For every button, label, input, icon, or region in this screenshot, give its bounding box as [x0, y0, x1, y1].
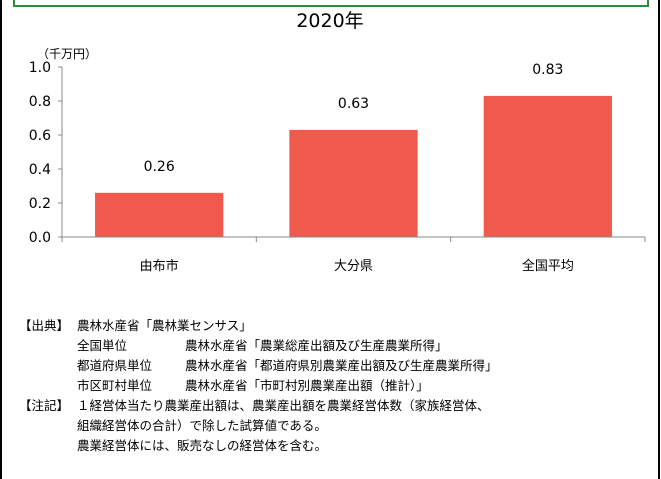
x-axis: 由布市 大分県 全国平均: [61, 236, 646, 274]
source-item: 全国単位 農林水産省「農業総産出額及び生産農業所得」: [19, 336, 639, 356]
frame-left-border: [0, 0, 2, 479]
frame-right-border: [658, 0, 660, 479]
y-tick-label: 0.6: [29, 128, 51, 144]
y-tick-label: 0.8: [29, 94, 51, 110]
source-item-label: 市区町村単位: [77, 378, 153, 393]
remark-row: 組織経営体の合計）で除した試算値である。: [19, 416, 639, 436]
bar: [483, 95, 612, 238]
remark-line: １経営体当たり農業産出額は、農業産出額を農業経営体数（家族経営体、: [77, 398, 490, 413]
remark-row: 農業経営体には、販売なしの経営体を含む。: [19, 436, 639, 456]
source-item-label: 全国単位: [77, 338, 128, 353]
bar-chart: 2020年 （千万円） 0.00.20.40.60.81.0 0.260.630…: [29, 10, 646, 274]
x-category-label: 大分県: [334, 259, 373, 274]
y-tick-label: 0.0: [29, 230, 51, 246]
source-tag: 【出典】: [19, 318, 70, 333]
x-category-label: 由布市: [140, 258, 179, 274]
remark-tag: 【注記】: [19, 398, 70, 413]
y-axis: 0.0 0.2 0.4 0.6 0.8 1.0: [29, 60, 63, 246]
source-main: 農林水産省「農林業センサス」: [77, 318, 252, 333]
source-row: 【出典】 農林水産省「農林業センサス」: [19, 316, 639, 336]
bar-data-label: 0.26: [144, 159, 175, 175]
x-category-label: 全国平均: [522, 258, 574, 274]
notes-section: 【出典】 農林水産省「農林業センサス」 全国単位 農林水産省「農業総産出額及び生産農…: [19, 316, 639, 456]
source-item-text: 農林水産省「市町村別農業産出額（推計）」: [185, 378, 429, 393]
remark-line: 農業経営体には、販売なしの経営体を含む。: [77, 438, 328, 453]
bar: [95, 192, 224, 237]
bar: [289, 129, 418, 237]
y-tick-label: 1.0: [29, 60, 51, 76]
remark-line: 組織経営体の合計）で除した試算値である。: [77, 418, 327, 433]
source-item-text: 農林水産省「都道府県別農業産出額及び生産農業所得」: [185, 358, 498, 373]
source-item-text: 農林水産省「農業総産出額及び生産農業所得」: [185, 338, 448, 353]
header-box: [13, 0, 649, 7]
source-item: 都道府県単位 農林水産省「都道府県別農業産出額及び生産農業所得」: [19, 356, 639, 376]
bar-data-label: 0.63: [338, 96, 369, 112]
source-item-label: 都道府県単位: [77, 358, 153, 373]
remark-row: 【注記】 １経営体当たり農業産出額は、農業産出額を農業経営体数（家族経営体、: [19, 396, 639, 416]
chart-title: 2020年: [296, 10, 363, 32]
source-item: 市区町村単位 農林水産省「市町村別農業産出額（推計）」: [19, 376, 639, 396]
bars: 0.26 0.63 0.83: [95, 62, 612, 238]
bar-data-label: 0.83: [532, 62, 563, 78]
y-tick-label: 0.2: [29, 196, 51, 212]
y-axis-unit-label: （千万円）: [37, 47, 97, 61]
y-tick-label: 0.4: [29, 162, 51, 178]
